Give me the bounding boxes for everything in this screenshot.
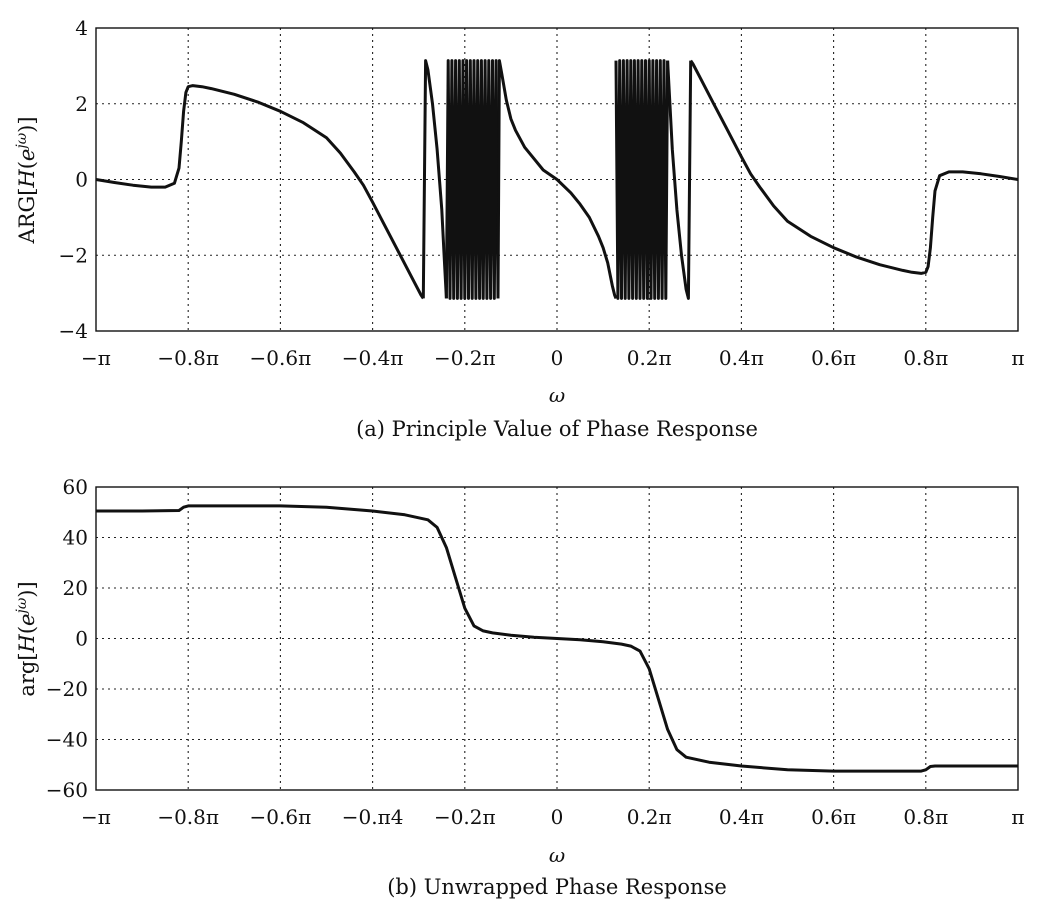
panel-b-plot-frame xyxy=(95,486,1019,791)
panel-a-y-tick-label-1: −2 xyxy=(59,243,88,267)
panel-b-unwrapped-phase: −π −0.8π −0.6π −0.π4 −0.2π 0 0.2π 0.4π 0.6π 0.8π π… xyxy=(14,475,1025,899)
panel-b-x-axis-label: ω xyxy=(549,843,565,867)
panel-a-curve-segment-5 xyxy=(666,60,693,300)
panel-b-y-tick-label-0: −60 xyxy=(46,778,88,802)
panel-b-y-tick-label-4: 20 xyxy=(63,576,88,600)
panel-a-curve-segment-4 xyxy=(614,59,670,300)
panel-a-y-tick-label-4: 4 xyxy=(75,16,88,40)
panel-a-x-tick-label-9: 0.8π xyxy=(903,346,948,370)
panel-b-x-tick-label-4: −0.2π xyxy=(434,805,496,829)
panel-a-curve xyxy=(95,59,1019,300)
panel-b-y-tick-label-5: 40 xyxy=(63,526,88,550)
panel-b-x-tick-label-2: −0.6π xyxy=(250,805,312,829)
panel-b-y-axis-label: arg[H(ejω)] xyxy=(14,581,39,696)
panel-a-y-tick-label-2: 0 xyxy=(75,168,88,192)
panel-a-phase-principal-value: −π −0.8π −0.6π −0.4π −0.2π 0 0.2π 0.4π 0.6π 0.8π π… xyxy=(14,16,1025,441)
panel-a-x-tick-label-2: −0.6π xyxy=(250,346,312,370)
panel-a-x-tick-label-5: 0 xyxy=(551,346,564,370)
panel-b-caption: (b) Unwrapped Phase Response xyxy=(387,875,727,899)
panel-b-curve-segment-0 xyxy=(96,504,1018,773)
panel-b-y-tick-label-2: −20 xyxy=(46,677,88,701)
panel-a-curve-segment-3 xyxy=(496,59,618,299)
panel-b-x-ticks: −π −0.8π −0.6π −0.π4 −0.2π 0 0.2π 0.4π 0.6π 0.8π π xyxy=(81,805,1025,829)
panel-b-x-tick-label-5: 0 xyxy=(551,805,564,829)
panel-a-x-tick-label-6: 0.2π xyxy=(627,346,672,370)
panel-a-x-tick-label-3: −0.4π xyxy=(342,346,404,370)
panel-a-curve-segment-0 xyxy=(95,84,425,300)
panel-a-y-axis-label: ARG[H(ejω)] xyxy=(14,116,39,244)
panel-b-y-tick-label-3: 0 xyxy=(75,627,88,651)
panel-b-x-tick-label-0: −π xyxy=(81,805,111,829)
panel-a-y-tick-label-0: −4 xyxy=(59,319,88,343)
panel-b-x-tick-label-8: 0.6π xyxy=(811,805,856,829)
panel-a-curve-segment-2 xyxy=(444,59,500,300)
panel-b-curve xyxy=(96,504,1018,773)
panel-a-caption: (a) Principle Value of Phase Response xyxy=(356,417,758,441)
panel-a-curve-segment-1 xyxy=(421,59,448,299)
panel-a-y-tick-label-3: 2 xyxy=(75,92,88,116)
panel-b-y-tick-label-6: 60 xyxy=(63,475,88,499)
panel-a-curve-segment-6 xyxy=(689,59,1019,275)
panel-a-x-tick-label-1: −0.8π xyxy=(157,346,219,370)
panel-b-x-tick-label-9: 0.8π xyxy=(903,805,948,829)
panel-a-x-ticks: −π −0.8π −0.6π −0.4π −0.2π 0 0.2π 0.4π 0.6π 0.8π π xyxy=(81,346,1025,370)
panel-a-x-tick-label-4: −0.2π xyxy=(434,346,496,370)
panel-b-x-tick-label-1: −0.8π xyxy=(157,805,219,829)
panel-b-y-tick-label-1: −40 xyxy=(46,728,88,752)
panel-a-y-ticks: −4 −2 0 2 4 xyxy=(59,16,88,343)
panel-b-y-ticks: −60 −40 −20 0 20 40 60 xyxy=(46,475,88,802)
panel-b-x-tick-label-10: π xyxy=(1011,805,1024,829)
panel-a-x-tick-label-7: 0.4π xyxy=(719,346,764,370)
panel-b-x-tick-label-7: 0.4π xyxy=(719,805,764,829)
panel-a-x-tick-label-0: −π xyxy=(81,346,111,370)
panel-b-x-tick-label-3: −0.π4 xyxy=(342,805,404,829)
panel-b-x-tick-label-6: 0.2π xyxy=(627,805,672,829)
panel-a-x-tick-label-10: π xyxy=(1011,346,1024,370)
panel-a-x-axis-label: ω xyxy=(549,383,565,407)
panel-a-x-tick-label-8: 0.6π xyxy=(811,346,856,370)
